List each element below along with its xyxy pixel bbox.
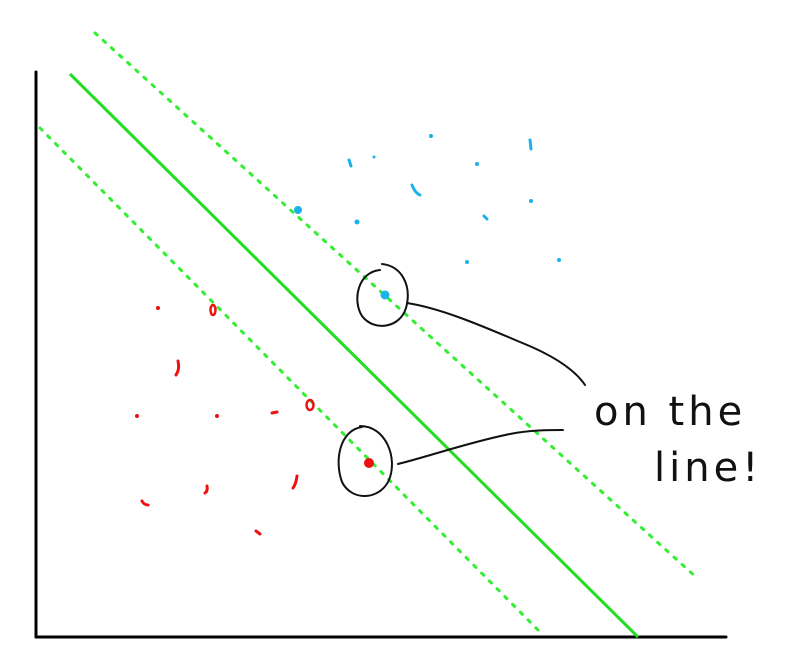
red-point: [270, 410, 279, 415]
red-point: [203, 484, 209, 495]
red-point: [156, 306, 160, 310]
blue-support-leader: [406, 302, 586, 386]
annotation-line-2: line!: [654, 445, 762, 491]
blue-point: [372, 155, 376, 159]
red-point: [174, 359, 181, 377]
blue-point: [354, 219, 360, 225]
blue-point: [482, 214, 489, 221]
annotation-line-1: on the: [594, 389, 746, 435]
lower-margin-line: [38, 126, 542, 634]
support-vector-highlights: [337, 263, 586, 497]
red-point: [140, 499, 150, 507]
red-support-circle: [337, 425, 393, 497]
red-point: [209, 303, 217, 317]
red-class-points: [135, 303, 374, 536]
red-point: [305, 398, 315, 412]
red-support-vector: [364, 458, 374, 468]
blue-point: [475, 162, 479, 166]
decision-boundary: [68, 72, 640, 639]
red-point: [135, 414, 139, 418]
blue-class-points: [294, 134, 561, 300]
blue-point: [294, 206, 302, 214]
red-point: [291, 474, 299, 490]
axes: [34, 70, 728, 639]
blue-support-vector: [380, 290, 390, 300]
blue-point: [465, 260, 469, 264]
blue-support-circle: [356, 263, 409, 327]
blue-point: [529, 199, 533, 203]
red-support-leader: [397, 429, 564, 465]
red-point: [254, 529, 262, 536]
upper-margin-line: [93, 31, 699, 580]
blue-point: [429, 134, 433, 138]
blue-point: [528, 138, 533, 151]
blue-point: [347, 158, 353, 168]
blue-point: [410, 183, 422, 197]
red-point: [215, 414, 219, 418]
blue-point: [557, 258, 561, 262]
annotation: on the line!: [594, 389, 762, 491]
